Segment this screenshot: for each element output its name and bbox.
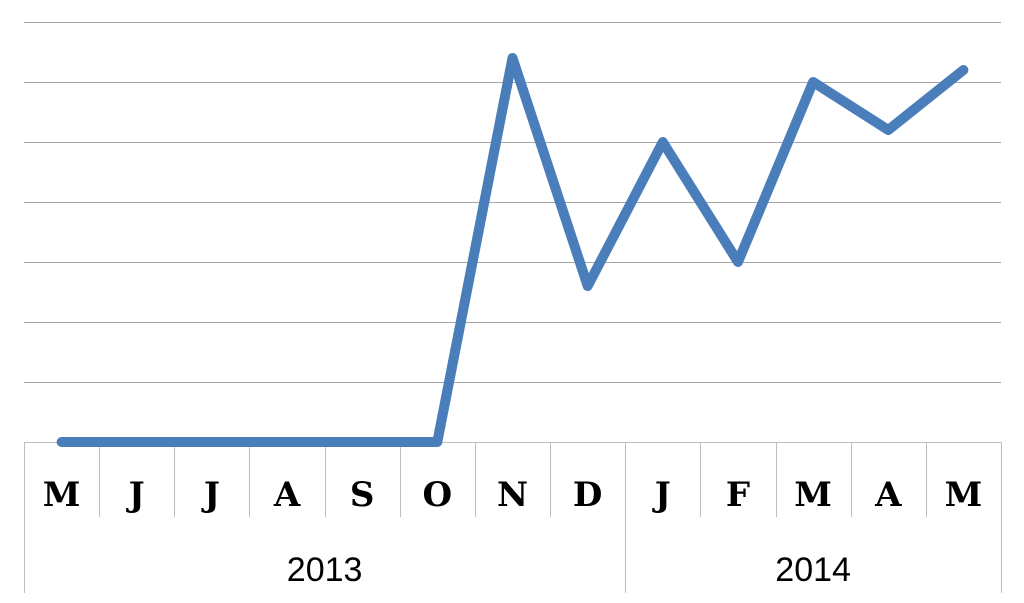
x-tick-label: J <box>652 475 671 515</box>
year-group-label: 2013 <box>287 551 363 589</box>
x-tick-label: O <box>423 475 453 515</box>
x-tick-label: S <box>350 475 375 515</box>
x-tick-label: M <box>43 475 81 515</box>
x-tick-label: J <box>126 475 145 515</box>
x-tick-label: N <box>497 475 528 515</box>
year-group-label: 2014 <box>775 551 851 589</box>
x-tick-label: F <box>726 475 750 515</box>
x-tick-label: D <box>573 475 602 515</box>
x-tick-label: M <box>945 475 983 515</box>
series-line <box>56 53 969 447</box>
x-tick-label: A <box>874 475 902 515</box>
category-axis <box>24 442 1002 593</box>
x-tick-label: A <box>273 475 301 515</box>
x-tick-label: J <box>201 475 220 515</box>
x-tick-label: M <box>794 475 832 515</box>
year-labels: 2013 2014 <box>287 551 851 589</box>
series-group <box>56 53 969 447</box>
